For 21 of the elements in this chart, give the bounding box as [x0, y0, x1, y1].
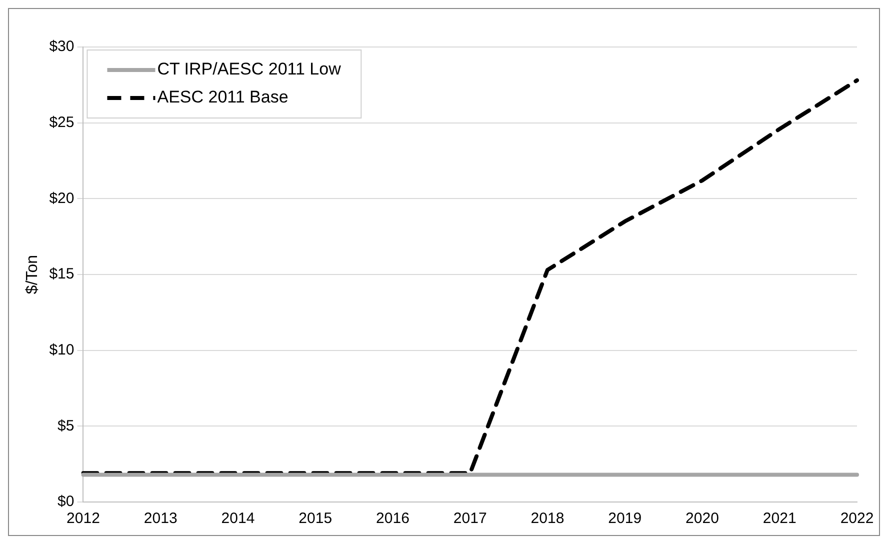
y-tick-label: $30	[49, 38, 74, 56]
legend-label: AESC 2011 Base	[157, 88, 288, 107]
legend-label: CT IRP/AESC 2011 Low	[157, 60, 342, 79]
y-tick-label: $15	[49, 266, 74, 283]
x-tick-label: 2020	[686, 510, 719, 528]
y-tick-label: $5	[58, 417, 74, 434]
y-tick-label: $25	[49, 114, 74, 131]
y-axis-title: $/Ton	[24, 254, 42, 294]
x-tick-label: 2018	[530, 510, 564, 528]
x-tick-label: 2021	[762, 510, 796, 528]
y-tick-label: $20	[49, 190, 74, 207]
x-tick-label: 2015	[298, 510, 332, 528]
y-tick-label: $10	[49, 341, 74, 358]
x-tick-label: 2019	[608, 510, 642, 528]
x-tick-label: 2016	[376, 510, 410, 528]
x-tick-label: 2012	[66, 510, 100, 528]
y-tick-label: $0	[58, 493, 74, 510]
x-tick-label: 2017	[453, 510, 487, 528]
x-tick-label: 2014	[221, 510, 255, 528]
x-tick-label: 2022	[840, 510, 874, 528]
x-tick-label: 2013	[144, 510, 178, 528]
